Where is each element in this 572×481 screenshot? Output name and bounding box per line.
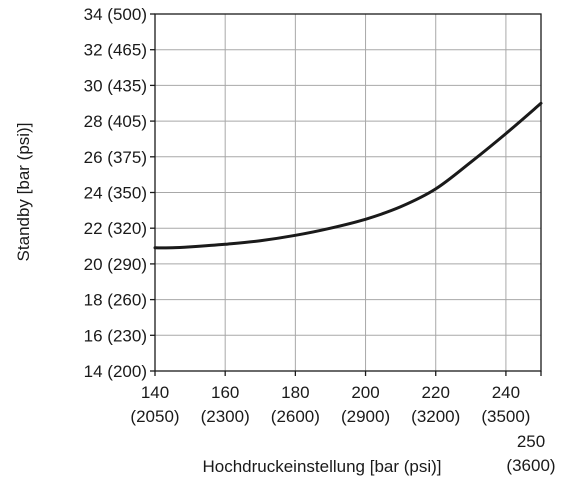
y-tick-label: 18 (260) [84,291,147,310]
y-tick-label: 14 (200) [84,362,147,381]
series-line [153,101,543,250]
x-tick-label: 220 [422,383,450,402]
y-tick-label: 20 (290) [84,255,147,274]
y-tick-label: 24 (350) [84,184,147,203]
x-tick-sublabel: (2050) [130,407,179,426]
x-tick-sublabel: (2900) [341,407,390,426]
y-axis-label: Standby [bar (psi)] [14,123,33,262]
x-tick-sublabel: (3600) [506,456,555,475]
x-tick-sublabel: (2300) [201,407,250,426]
series-layer [153,101,543,250]
y-tick-label: 28 (405) [84,112,147,131]
x-axis-label: Hochdruckeinstellung [bar (psi)] [202,457,441,476]
y-tick-label: 30 (435) [84,76,147,95]
y-tick-label: 22 (320) [84,219,147,238]
x-tick-label: 200 [351,383,379,402]
y-tick-label: 26 (375) [84,148,147,167]
grid-lines [155,14,541,371]
x-tick-label: 180 [281,383,309,402]
x-tick-sublabel: (3500) [481,407,530,426]
y-tick-label: 34 (500) [84,5,147,24]
y-tick-labels: 14 (200) 16 (230) 18 (260) 20 (290) 22 (320)… [84,5,155,381]
x-tick-sublabel: (2600) [271,407,320,426]
x-tick-labels: 140 (2050) 160 (2300) 180 (2600) 200 (2900) 220 (… [130,371,556,475]
y-tick-label: 32 (465) [84,41,147,60]
x-tick-label: 240 [492,383,520,402]
x-tick-label: 250 [517,432,545,451]
x-tick-label: 160 [211,383,239,402]
x-tick-label: 140 [141,383,169,402]
x-tick-sublabel: (3200) [411,407,460,426]
y-tick-label: 16 (230) [84,326,147,345]
